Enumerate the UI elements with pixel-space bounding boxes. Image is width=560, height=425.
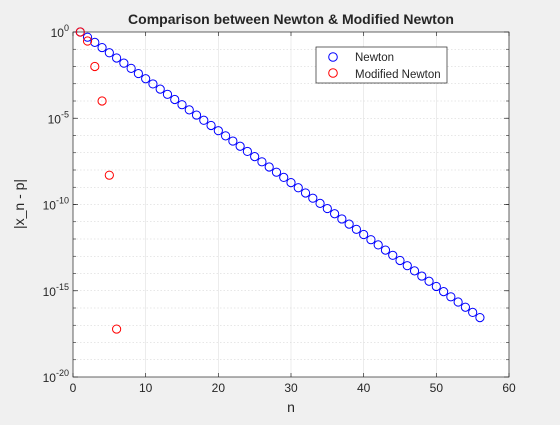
newton-point: [206, 120, 216, 131]
x-axis-label: n: [287, 399, 295, 415]
x-tick-label: 50: [430, 381, 444, 395]
modified-newton-point: [90, 61, 100, 72]
newton-point: [221, 131, 231, 141]
y-tick-label: 100: [51, 23, 69, 40]
x-tick-labels: 0 10 20 30 40 50 60: [70, 381, 516, 395]
x-tick-label: 20: [212, 381, 226, 395]
newton-point: [286, 177, 296, 188]
legend-marker-modified-newton: [328, 68, 338, 78]
legend-label-newton: Newton: [355, 52, 394, 64]
newton-point: [424, 276, 434, 286]
legend-label-modified-newton: Modified Newton: [355, 69, 441, 81]
y-axis-label: |x_n - p|: [11, 179, 27, 229]
newton-point: [344, 219, 354, 229]
newton-point: [373, 240, 383, 250]
modified-newton-point: [112, 324, 122, 334]
modified-newton-point: [97, 96, 107, 106]
y-tick-label: 10-10: [43, 196, 69, 213]
legend-marker-newton: [328, 52, 338, 62]
x-tick-label: 30: [284, 381, 298, 395]
newton-point: [402, 261, 412, 271]
newton-point: [104, 48, 114, 58]
newton-point: [359, 229, 369, 240]
newton-point: [162, 89, 173, 99]
newton-point: [242, 146, 252, 157]
newton-point: [395, 255, 405, 266]
x-tick-label: 0: [70, 381, 77, 395]
x-tick-label: 10: [139, 381, 153, 395]
y-tick-label: 10-20: [43, 368, 69, 385]
x-tick-label: 60: [502, 381, 516, 395]
newton-point: [315, 198, 325, 208]
newton-point: [199, 115, 209, 125]
newton-point: [417, 271, 427, 281]
newton-point: [271, 167, 282, 177]
newton-point: [388, 250, 398, 260]
series-modified-newton: [75, 27, 122, 334]
newton-point: [177, 100, 187, 110]
newton-point: [257, 157, 267, 167]
modified-newton-point: [75, 27, 85, 37]
newton-point: [322, 203, 332, 214]
newton-point: [170, 94, 180, 105]
newton-point: [133, 68, 143, 79]
newton-point: [235, 141, 245, 151]
newton-point: [119, 58, 129, 68]
y-tick-labels: 100 10-5 10-10 10-15 10-20: [43, 23, 69, 385]
legend: Newton Modified Newton: [315, 46, 448, 84]
ticks: [72, 31, 510, 378]
newton-point: [82, 32, 93, 42]
newton-point: [453, 297, 463, 307]
newton-point: [337, 214, 347, 224]
newton-point: [126, 63, 136, 73]
newton-point: [439, 287, 449, 297]
newton-point: [250, 152, 260, 162]
y-tick-label: 10-15: [43, 282, 69, 299]
chart-title: Comparison between Newton & Modified New…: [128, 11, 454, 27]
newton-point: [184, 105, 194, 115]
x-tick-label: 40: [357, 381, 371, 395]
newton-point: [460, 302, 470, 312]
series-newton: [75, 27, 485, 323]
newton-point: [300, 188, 311, 198]
newton-point: [351, 224, 361, 234]
newton-point: [191, 110, 202, 120]
newton-point: [228, 136, 238, 146]
newton-point: [264, 162, 274, 172]
newton-point: [90, 37, 100, 47]
modified-newton-point: [104, 170, 114, 180]
newton-point: [97, 42, 107, 53]
newton-point: [148, 79, 158, 89]
y-tick-label: 10-5: [48, 109, 69, 126]
newton-point: [279, 172, 289, 182]
newton-point: [475, 313, 485, 323]
newton-point: [308, 193, 318, 203]
newton-point: [155, 84, 165, 94]
newton-point: [409, 266, 420, 276]
newton-point: [446, 292, 456, 302]
newton-point: [330, 209, 340, 219]
newton-point: [112, 53, 122, 63]
newton-point: [293, 183, 303, 193]
newton-point: [213, 126, 223, 136]
newton-point: [431, 281, 441, 292]
newton-point: [366, 235, 376, 245]
newton-point: [468, 307, 478, 318]
newton-point: [380, 245, 391, 255]
grid: [72, 32, 510, 377]
modified-newton-point: [82, 36, 93, 46]
newton-point: [141, 74, 151, 84]
markers: [75, 27, 485, 334]
legend-box: [315, 46, 448, 84]
